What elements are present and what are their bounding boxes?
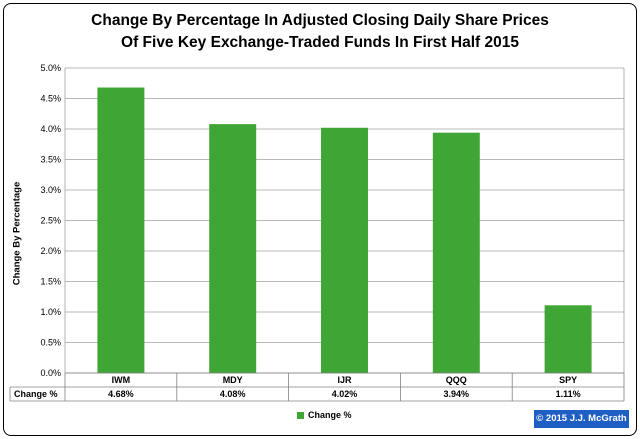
- y-tick-label: 5.0%: [40, 63, 61, 73]
- x-tick-label: MDY: [223, 375, 243, 385]
- chart-title-line-2: Of Five Key Exchange-Traded Funds In Fir…: [121, 34, 519, 51]
- y-tick-label: 3.5%: [40, 155, 61, 165]
- data-table-row-header: Change %: [14, 389, 58, 399]
- data-table-value: 4.68%: [108, 389, 134, 399]
- y-tick-label: 2.0%: [40, 246, 61, 256]
- y-tick-label: 1.0%: [40, 307, 61, 317]
- data-table-value: 1.11%: [556, 389, 581, 399]
- data-table-value: 4.02%: [332, 389, 358, 399]
- chart-title-line-1: Change By Percentage In Adjusted Closing…: [91, 12, 549, 29]
- x-tick-label: IWM: [112, 375, 131, 385]
- x-tick-label: IJR: [337, 375, 352, 385]
- data-table-value: 4.08%: [220, 389, 246, 399]
- legend: Change %: [297, 410, 352, 420]
- x-tick-label: SPY: [559, 375, 577, 385]
- x-tick-label: QQQ: [446, 375, 467, 385]
- bar-ijr: [321, 127, 368, 373]
- legend-swatch: [297, 411, 304, 419]
- y-tick-label: 0.0%: [40, 368, 61, 378]
- y-tick-label: 1.5%: [40, 277, 61, 287]
- chart-title: Change By Percentage In Adjusted Closing…: [0, 10, 640, 54]
- y-tick-label: 3.0%: [40, 185, 61, 195]
- data-table-value: 3.94%: [444, 389, 470, 399]
- legend-label: Change %: [308, 410, 352, 420]
- bar-spy: [544, 305, 592, 373]
- y-tick-label: 2.5%: [40, 216, 61, 226]
- copyright-badge: © 2015 J.J. McGrath: [534, 410, 629, 428]
- bar-mdy: [209, 124, 257, 374]
- bar-iwm: [97, 87, 145, 374]
- y-tick-label: 0.5%: [40, 338, 61, 348]
- y-tick-label: 4.5%: [40, 94, 61, 104]
- bar-qqq: [432, 132, 480, 373]
- y-tick-label: 4.0%: [40, 124, 61, 134]
